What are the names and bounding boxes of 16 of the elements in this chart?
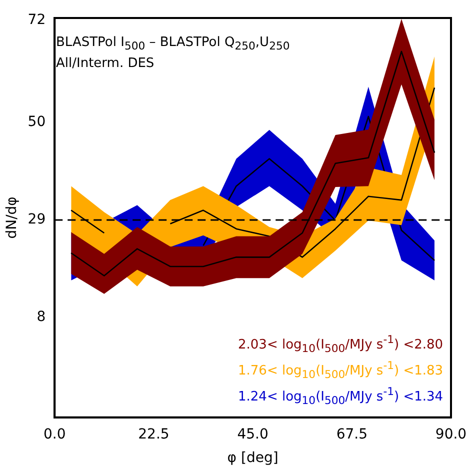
x-tick-label: 67.5	[336, 426, 368, 442]
y-tick-label: 8	[36, 309, 46, 326]
x-tick-label: 22.5	[138, 426, 170, 442]
text: 2.03< log$_{10}$(I$_{500}$/MJy s$^{-1}$) <2.80	[238, 332, 444, 358]
text: 1.24< log$_{10}$(I$_{500}$/MJy s$^{-1}$) <1.34	[238, 384, 444, 410]
x-tick-label: 90.0	[435, 426, 467, 442]
y-tick-label: 50	[28, 114, 46, 130]
text: BLASTPol I$_{500}$ – BLASTPol Q$_{250}$,U$_{250}$	[56, 34, 290, 55]
y-axis-title: dN/dφ	[4, 196, 20, 239]
text: 1.76< log$_{10}$(I$_{500}$/MJy s$^{-1}$) <1.83	[238, 358, 444, 384]
x-tick-label: 0.0	[43, 426, 66, 442]
text: All/Interm. DES	[56, 54, 156, 72]
x-tick-label: 45.0	[237, 426, 268, 442]
x-axis-title: φ [deg]	[227, 450, 278, 466]
y-tick-label: 72	[28, 12, 46, 28]
y-tick-label: 29	[28, 212, 46, 228]
